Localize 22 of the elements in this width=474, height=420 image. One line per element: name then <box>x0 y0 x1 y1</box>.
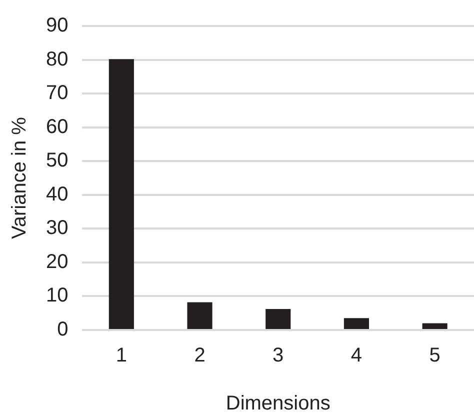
bar <box>422 323 448 329</box>
y-axis-title: Variance in % <box>8 116 31 239</box>
y-tick-label: 30 <box>46 217 68 240</box>
x-tick-label: 4 <box>350 344 362 367</box>
x-tick-label: 1 <box>116 344 127 367</box>
bar <box>187 302 212 329</box>
x-tick-label: 5 <box>429 344 440 367</box>
x-tick-label: 3 <box>272 344 284 367</box>
y-tick-label: 60 <box>46 116 68 138</box>
y-tick-label: 0 <box>57 318 68 341</box>
y-tick-label: 10 <box>46 284 68 307</box>
bar <box>344 318 370 329</box>
bar <box>266 309 291 329</box>
y-tick-label: 40 <box>46 183 68 206</box>
bar <box>108 59 134 329</box>
y-tick-label: 50 <box>46 150 68 172</box>
y-tick-label: 80 <box>46 48 68 70</box>
y-tick-label: 20 <box>46 250 68 273</box>
x-tick-label: 2 <box>194 344 206 367</box>
y-tick-label: 70 <box>46 82 68 104</box>
x-axis-title: Dimensions <box>226 392 330 415</box>
y-tick-label: 90 <box>46 14 68 37</box>
